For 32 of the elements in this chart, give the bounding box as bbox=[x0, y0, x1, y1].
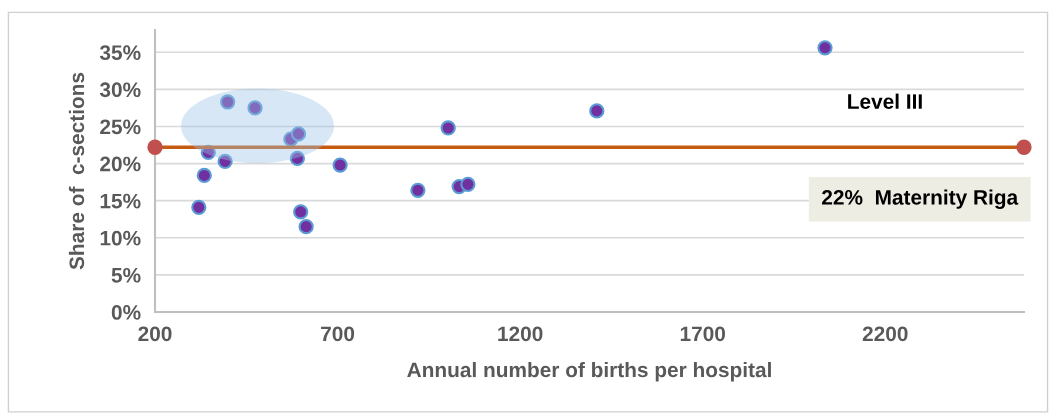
y-tick-label: 5% bbox=[111, 267, 141, 283]
annotation: 22% Maternity Riga bbox=[822, 189, 1019, 209]
x-tick-label: 200 bbox=[138, 326, 172, 342]
point bbox=[817, 40, 833, 56]
y-tick-label: 0% bbox=[111, 305, 141, 320]
y-axis-title: Share of c-sections bbox=[68, 72, 85, 270]
x-tick-label: 1700 bbox=[680, 326, 726, 342]
y-tick-label: 25% bbox=[100, 119, 141, 135]
point bbox=[589, 103, 605, 119]
annotation: Level III bbox=[848, 93, 922, 109]
point bbox=[220, 94, 236, 110]
x-tick-label: 1200 bbox=[498, 326, 543, 342]
point bbox=[289, 150, 306, 167]
point bbox=[332, 157, 348, 173]
x-tick-label: 700 bbox=[321, 326, 355, 342]
y-tick-label: 10% bbox=[100, 230, 141, 246]
y-tick-label: 30% bbox=[99, 82, 141, 98]
point bbox=[410, 182, 426, 198]
y-tick-label: 20% bbox=[100, 156, 141, 172]
point bbox=[196, 167, 212, 184]
point bbox=[217, 153, 233, 169]
x-tick-label: 2200 bbox=[862, 326, 908, 342]
point bbox=[440, 120, 456, 136]
point bbox=[290, 126, 307, 142]
point bbox=[293, 204, 309, 220]
y-tick-label: 15% bbox=[100, 193, 141, 209]
point bbox=[247, 100, 263, 116]
point bbox=[460, 176, 476, 192]
point bbox=[298, 219, 314, 235]
y-tick-label: 35% bbox=[99, 45, 141, 61]
x-axis-title: Annual number of births per hospital bbox=[407, 361, 771, 382]
point bbox=[191, 199, 207, 215]
